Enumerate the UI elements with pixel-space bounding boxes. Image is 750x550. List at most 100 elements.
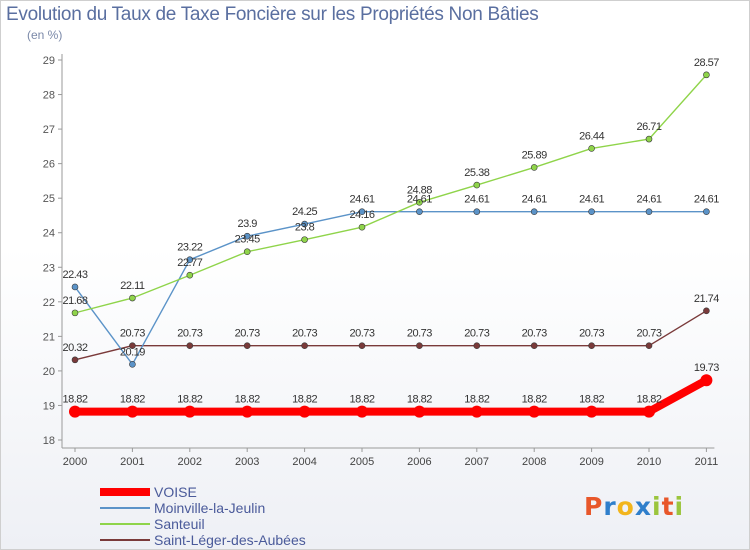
data-point bbox=[243, 248, 251, 256]
data-point bbox=[413, 405, 426, 418]
series-line-2 bbox=[74, 74, 708, 314]
x-tick-label: 2010 bbox=[637, 456, 661, 468]
data-point bbox=[129, 342, 136, 349]
data-label: 18.82 bbox=[120, 394, 145, 406]
data-label: 23.45 bbox=[235, 234, 260, 246]
data-label: 24.61 bbox=[522, 194, 547, 206]
legend-swatch bbox=[100, 507, 150, 509]
data-label: 18.82 bbox=[349, 394, 374, 406]
legend-swatch bbox=[100, 523, 150, 525]
data-label: 23.8 bbox=[295, 222, 315, 234]
series-line-0 bbox=[71, 376, 711, 416]
data-point bbox=[416, 208, 423, 215]
logo-letter: i bbox=[652, 492, 662, 521]
legend-swatch bbox=[100, 539, 150, 541]
data-label: 24.61 bbox=[407, 194, 432, 206]
data-point bbox=[129, 294, 136, 302]
data-label: 24.61 bbox=[694, 194, 719, 206]
x-tick-label: 2002 bbox=[178, 456, 202, 468]
logo-letter: i bbox=[674, 492, 685, 521]
logo-letter: x bbox=[634, 492, 652, 521]
data-label: 20.73 bbox=[522, 328, 547, 340]
data-label: 25.38 bbox=[464, 167, 489, 179]
data-point bbox=[301, 342, 308, 349]
legend: VOISE Moinville-la-Jeulin Santeuil Saint-Lé… bbox=[100, 484, 360, 548]
y-tick-label: 28 bbox=[43, 90, 55, 102]
data-label: 18.82 bbox=[636, 394, 661, 406]
legend-item: Saint-Léger-des-Aubées bbox=[100, 532, 360, 548]
data-label: 20.73 bbox=[235, 328, 260, 340]
data-point bbox=[416, 199, 423, 206]
data-label: 24.61 bbox=[636, 194, 661, 206]
data-label: 18.82 bbox=[292, 394, 317, 406]
data-point bbox=[301, 220, 308, 228]
series-line-3 bbox=[74, 310, 708, 361]
data-point bbox=[71, 283, 79, 291]
data-point bbox=[530, 208, 538, 215]
y-tick-label: 18 bbox=[43, 435, 55, 447]
data-label: 22.77 bbox=[177, 257, 202, 269]
data-label: 25.89 bbox=[522, 149, 547, 161]
data-point bbox=[530, 342, 538, 349]
data-point bbox=[358, 208, 366, 215]
data-point bbox=[645, 208, 653, 215]
data-label: 18.82 bbox=[177, 394, 202, 406]
data-point bbox=[645, 135, 653, 143]
x-tick-label: 2003 bbox=[235, 456, 259, 468]
data-point bbox=[645, 342, 653, 349]
data-label: 21.68 bbox=[62, 295, 87, 307]
data-label: 18.82 bbox=[235, 394, 260, 406]
legend-label: Moinville-la-Jeulin bbox=[154, 500, 266, 516]
x-tick-label: 2009 bbox=[579, 456, 603, 468]
y-tick-label: 24 bbox=[43, 228, 55, 240]
y-tick-label: 20 bbox=[43, 366, 55, 378]
data-point bbox=[298, 405, 311, 418]
data-label: 22.43 bbox=[62, 269, 87, 281]
unit-label: (en %) bbox=[27, 28, 63, 42]
y-tick-label: 21 bbox=[43, 331, 55, 343]
data-label: 18.82 bbox=[62, 394, 87, 406]
x-tick-label: 2006 bbox=[407, 456, 431, 468]
y-tick-label: 29 bbox=[43, 55, 55, 67]
data-point bbox=[530, 164, 538, 171]
data-label: 20.73 bbox=[407, 328, 432, 340]
data-label: 19.73 bbox=[694, 362, 719, 374]
data-label: 20.73 bbox=[636, 328, 661, 340]
data-point bbox=[585, 405, 598, 418]
data-label: 24.16 bbox=[349, 209, 374, 221]
data-point bbox=[473, 208, 481, 215]
data-point bbox=[186, 256, 194, 263]
logo-letter: P bbox=[584, 492, 604, 521]
legend-swatch bbox=[100, 488, 150, 496]
x-tick-label: 2011 bbox=[695, 456, 719, 468]
data-point bbox=[703, 208, 710, 215]
chart-title: Evolution du Taux de Taxe Foncière sur l… bbox=[6, 4, 539, 25]
data-label: 20.73 bbox=[349, 328, 374, 340]
data-point bbox=[588, 342, 595, 349]
x-tick-label: 2000 bbox=[63, 456, 87, 468]
data-label: 20.32 bbox=[62, 342, 87, 354]
data-label: 18.82 bbox=[522, 394, 547, 406]
logo-letter: o bbox=[616, 492, 635, 521]
data-label: 18.82 bbox=[407, 394, 432, 406]
data-point bbox=[183, 405, 196, 418]
data-label: 23.22 bbox=[177, 242, 202, 254]
logo-letter: t bbox=[661, 492, 675, 521]
data-label: 20.73 bbox=[177, 328, 202, 340]
y-tick-label: 22 bbox=[43, 297, 55, 309]
legend-label: Saint-Léger-des-Aubées bbox=[154, 532, 306, 548]
data-label: 28.57 bbox=[694, 57, 719, 69]
data-point bbox=[301, 236, 308, 243]
legend-item: Santeuil bbox=[100, 516, 360, 532]
data-point bbox=[470, 405, 483, 418]
y-tick-label: 23 bbox=[43, 262, 55, 274]
logo-letter: r bbox=[603, 492, 617, 521]
data-label: 24.88 bbox=[407, 184, 432, 196]
data-label: 22.11 bbox=[120, 280, 145, 292]
data-label: 24.25 bbox=[292, 206, 317, 218]
data-label: 23.9 bbox=[237, 218, 257, 230]
data-point bbox=[129, 361, 136, 368]
x-tick-label: 2001 bbox=[120, 456, 144, 468]
